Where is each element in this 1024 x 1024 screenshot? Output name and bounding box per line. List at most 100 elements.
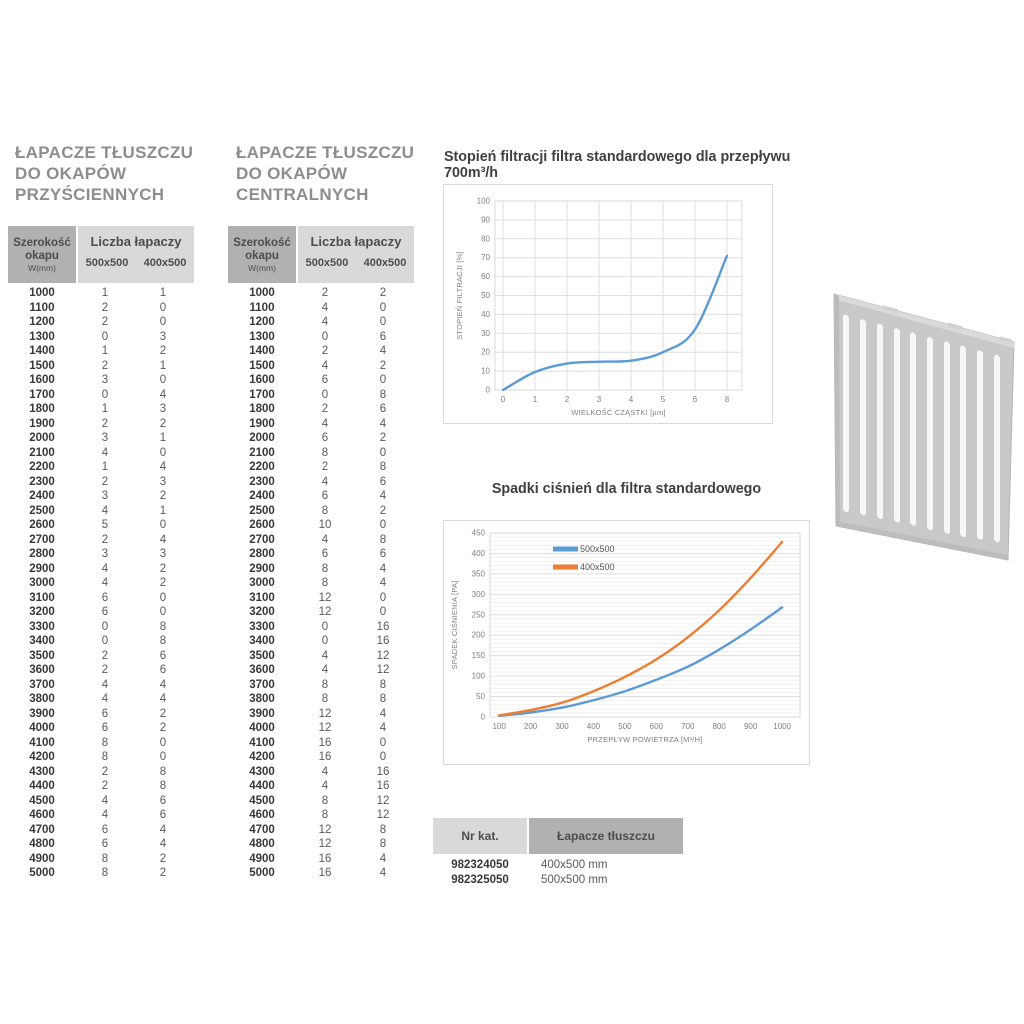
svg-text:WIELKOŚĆ CZĄSTKI [µm]: WIELKOŚĆ CZĄSTKI [µm] [571,408,665,417]
table-row: 3000 8 4 [228,576,414,591]
svg-text:300: 300 [472,590,486,599]
table-cell: 0 [321,620,329,633]
table-cell: 4 [321,533,329,546]
table-cell: 0 [379,446,387,459]
header-text: Szerokość [233,236,291,249]
table-cell: 2200 [249,461,275,473]
wall-table-title: ŁAPACZE TŁUSZCZU DO OKAPÓW PRZYŚCIENNYCH [15,142,225,205]
header-sub-400x500: 400x500 [363,257,407,269]
table-cell: 3200 [29,606,55,618]
table-row: 1600 6 0 [228,373,414,388]
table-row: 2600 5 0 [8,518,194,533]
table-cell: 8 [321,809,329,821]
svg-text:SPADEK CIŚNIENIA [PA]: SPADEK CIŚNIENIA [PA] [450,581,459,670]
table-cell: 2800 [249,548,275,560]
table-row: 1700 0 8 [228,388,414,403]
table-row: 1000 2 2 [228,286,414,301]
table-cell: 4 [159,678,167,691]
header-cell-lapacze: Łapacze tłuszczu [529,818,683,854]
table-cell: 16 [318,751,332,763]
table-cell: 2000 [29,432,55,444]
table-cell: 3500 [249,649,275,662]
table-cell: 12 [376,649,390,662]
table-cell: 0 [379,736,387,749]
table-cell: 16 [376,635,390,647]
table-cell: 3500 [29,649,55,662]
svg-text:500x500: 500x500 [580,544,615,554]
svg-text:400x500: 400x500 [580,562,615,572]
table-cell: 0 [379,606,387,618]
central-table-body: 1000 2 2 1100 4 0 1200 4 0 1300 0 6 1400 2 4 1500 4 2 1600… [228,283,414,881]
table-cell: 12 [376,664,390,676]
table-cell: 8 [321,504,329,517]
table-cell: 1 [159,287,167,299]
table-row: 3500 2 6 [8,649,194,664]
filter-slots [843,314,1000,543]
table-cell: 16 [376,620,390,633]
svg-text:60: 60 [481,272,490,281]
svg-text:0: 0 [501,395,506,404]
table-cell: 0 [379,591,387,604]
table-cell: 4800 [29,838,55,850]
wall-table: Szerokość okapu W(mm) Liczba łapaczy 500… [8,226,194,881]
table-row: 2000 3 1 [8,431,194,446]
table-cell: 4 [101,446,109,459]
table-cell: 12 [318,838,332,850]
table-row: 1400 1 2 [8,344,194,359]
table-cell: 2400 [249,490,275,502]
table-cell: 2 [101,417,109,430]
table-cell: 0 [159,316,167,328]
table-cell: 0 [159,301,167,314]
table-cell: 1 [159,359,167,372]
table-cell: 0 [159,374,167,386]
table-cell: 4 [159,838,167,850]
table-row: 3900 12 4 [228,707,414,722]
central-table: Szerokość okapu W(mm) Liczba łapaczy 500… [228,226,414,881]
table-cell: 1 [159,432,167,444]
table-cell: 8 [379,533,387,546]
table-cell: 2 [101,780,109,792]
table-cell: 2 [379,359,387,372]
table-row: 3800 8 8 [228,692,414,707]
svg-text:20: 20 [481,348,490,357]
wall-table-body: 1000 1 1 1100 2 0 1200 2 0 1300 0 3 1400 1 2 1500 2 1 1600… [8,283,194,881]
table-row: 1500 4 2 [228,359,414,374]
table-cell: 3400 [29,635,55,647]
table-cell: 16 [376,780,390,792]
table-cell: 8 [321,693,329,705]
table-cell: 4 [321,765,329,778]
table-row: 4200 8 0 [8,750,194,765]
table-row: 5000 8 2 [8,866,194,881]
table-cell: 4800 [249,838,275,850]
table-cell: 6 [321,490,329,502]
svg-text:1000: 1000 [773,722,791,731]
table-cell: 8 [379,461,387,473]
pressure-chart-title: Spadki ciśnień dla filtra standardowego [491,481,762,497]
table-cell: 3000 [249,577,275,589]
table-cell: 1 [101,345,109,357]
table-cell: 2900 [249,562,275,575]
table-cell: 10 [318,519,332,531]
table-cell: 0 [159,606,167,618]
header-cell-width: Szerokość okapu W(mm) [8,226,76,283]
svg-text:400: 400 [587,722,601,731]
table-row: 1200 4 0 [228,315,414,330]
table-cell: 2 [379,287,387,299]
table-row: 4600 4 6 [8,808,194,823]
table-row: 2000 6 2 [228,431,414,446]
table-row: 2600 10 0 [228,518,414,533]
table-cell: 2 [101,301,109,314]
table-cell: 4 [159,823,167,836]
table-cell: 4400 [249,780,275,792]
table-cell: 4 [321,417,329,430]
table-cell: 1800 [249,403,275,415]
table-cell: 0 [159,751,167,763]
table-cell: 1900 [29,417,55,430]
svg-text:600: 600 [650,722,664,731]
table-cell: 6 [101,707,109,720]
table-cell: 16 [376,765,390,778]
table-cell: 3700 [29,678,55,691]
table-cell: 4 [321,301,329,314]
table-cell: 12 [318,722,332,734]
table-cell: 2 [101,359,109,372]
